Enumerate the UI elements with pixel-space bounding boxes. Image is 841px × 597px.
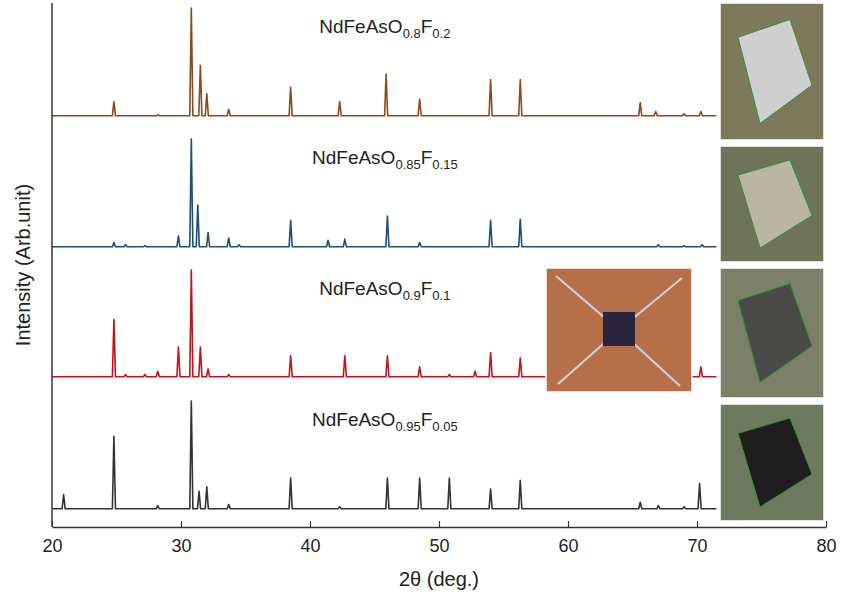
x-tick-mark [568,521,569,527]
x-tick-mark [310,521,311,527]
inset-photo [546,268,692,392]
xrd-pattern [52,139,716,247]
x-tick-mark [826,521,827,527]
crystal [738,284,812,383]
plot-area [52,8,716,116]
series-label: NdFeAsO0.8F0.2 [319,16,450,41]
photos [720,3,824,521]
x-tick-label: 60 [558,536,578,556]
photo-background [720,3,824,140]
series-label: NdFeAsO0.85F0.15 [312,147,458,172]
photo-background [720,268,824,398]
crystal [738,418,812,507]
series-label: NdFeAsO0.95F0.05 [312,409,458,434]
x-tick-mark [439,521,440,527]
series-label: NdFeAsO0.9F0.1 [319,278,450,303]
x-axis-title: 2θ (deg.) [399,568,479,590]
chart: NdFeAsO0.8F0.2 NdFeAsO0.85F0.15 NdFeAsO0.9… [0,0,841,597]
crystal-photo [720,146,824,262]
x-tick: 30 [171,521,191,556]
crystal-photo [720,268,824,398]
x-axis: 20 30 40 50 60 70 80 [42,521,836,556]
inset-background [546,268,692,392]
x-tick: 80 [816,521,836,556]
x-tick-label: 20 [42,536,62,556]
plot-area [52,139,716,247]
x-tick-mark [181,521,182,527]
x-tick-label: 70 [687,536,707,556]
x-tick: 50 [429,521,449,556]
panel: NdFeAsO0.95F0.05 [52,401,716,509]
crystal-photo [720,404,824,521]
y-axis-line [51,3,53,527]
crystal [738,160,812,248]
inset-sample [603,312,635,346]
panel: NdFeAsO0.8F0.2 [52,8,716,116]
x-tick-label: 80 [816,536,836,556]
xrd-pattern [52,8,716,116]
x-tick: 70 [687,521,707,556]
x-tick-label: 30 [171,536,191,556]
x-tick-mark [697,521,698,527]
y-axis-title: Intensity (Arb.unit) [12,184,34,346]
x-tick-label: 40 [300,536,320,556]
photo-background [720,404,824,521]
plot-area [52,401,716,509]
crystal-photo [720,3,824,140]
xrd-pattern [52,401,716,509]
x-tick: 40 [300,521,320,556]
panel: NdFeAsO0.85F0.15 [52,139,716,247]
x-tick-label: 50 [429,536,449,556]
photo-background [720,146,824,262]
crystal [738,19,812,123]
x-tick: 60 [558,521,578,556]
